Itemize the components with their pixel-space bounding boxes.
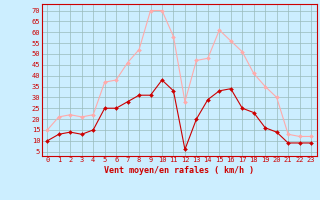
X-axis label: Vent moyen/en rafales ( km/h ): Vent moyen/en rafales ( km/h ) bbox=[104, 166, 254, 175]
